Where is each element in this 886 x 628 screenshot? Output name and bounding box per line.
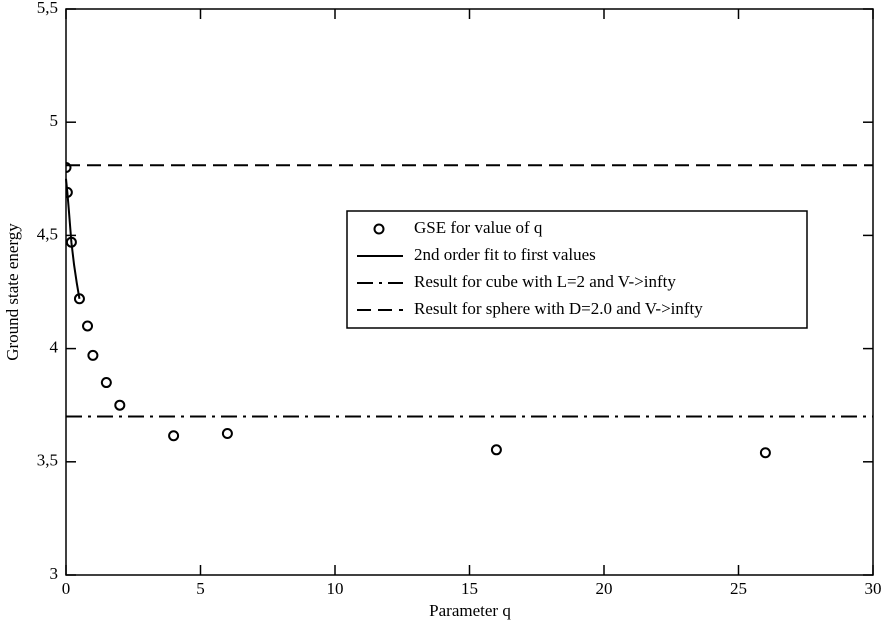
x-tick-label: 30 xyxy=(865,579,882,598)
data-point xyxy=(82,320,94,332)
data-point xyxy=(100,377,112,389)
data-point xyxy=(759,447,771,459)
y-tick-label: 3,5 xyxy=(37,451,58,470)
legend-label: GSE for value of q xyxy=(414,218,543,237)
legend-label: 2nd order fit to first values xyxy=(414,245,596,264)
data-point xyxy=(490,444,502,456)
y-tick-label: 5,5 xyxy=(37,0,58,17)
x-tick-label: 10 xyxy=(327,579,344,598)
legend-box xyxy=(346,210,808,329)
plot-frame xyxy=(65,8,874,576)
data-point xyxy=(87,349,99,361)
x-tick-label: 5 xyxy=(196,579,205,598)
legend-marker xyxy=(373,223,385,235)
legend-label: Result for sphere with D=2.0 and V->inft… xyxy=(414,299,703,318)
y-tick-label: 4 xyxy=(50,338,59,357)
x-tick-label: 25 xyxy=(730,579,747,598)
y-tick-label: 4,5 xyxy=(37,224,58,243)
y-tick-label: 5 xyxy=(50,111,59,130)
y-tick-label: 3 xyxy=(50,564,59,583)
data-point xyxy=(221,428,233,439)
y-axis-label: Ground state energy xyxy=(3,223,22,361)
x-tick-label: 15 xyxy=(461,579,478,598)
x-axis-label: Parameter q xyxy=(429,601,511,620)
data-point xyxy=(66,161,72,173)
data-point xyxy=(114,399,126,411)
x-tick-label: 0 xyxy=(62,579,71,598)
data-point xyxy=(168,430,180,442)
x-tick-label: 20 xyxy=(596,579,613,598)
legend-label: Result for cube with L=2 and V->infty xyxy=(414,272,676,291)
fit-line xyxy=(65,178,81,299)
